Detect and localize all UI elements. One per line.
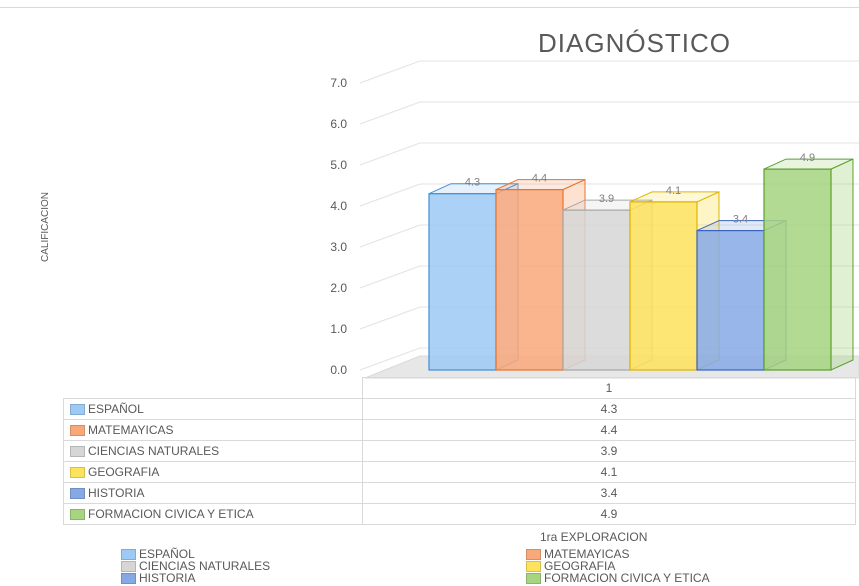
bar-ciencias-naturales bbox=[562, 209, 631, 371]
legend-label: CIENCIAS NATURALES bbox=[139, 559, 271, 573]
gridline-depth bbox=[359, 224, 421, 248]
gridline-depth bbox=[359, 347, 421, 371]
gridline-depth bbox=[359, 306, 421, 330]
y-tick-label: 0.0 bbox=[330, 363, 347, 377]
data-table-series-name: HISTORIA bbox=[63, 482, 363, 504]
data-table-category: 1 bbox=[362, 377, 856, 399]
legend-swatch bbox=[70, 509, 85, 521]
data-label: 4.4 bbox=[532, 173, 547, 185]
legend-swatch bbox=[70, 446, 85, 458]
legend-swatch bbox=[70, 404, 85, 416]
data-table-series-name: CIENCIAS NATURALES bbox=[63, 440, 363, 462]
data-label: 3.4 bbox=[733, 214, 748, 226]
data-table: 1 ESPAÑOL 4.3 MATEMAYICAS 4.4 CIENCIAS NATUR… bbox=[63, 377, 856, 525]
legend-swatch bbox=[526, 561, 541, 573]
legend-item: FORMACION CIVICA Y ETICA bbox=[526, 571, 710, 585]
data-label: 4.9 bbox=[800, 152, 815, 164]
data-table-value: 4.9 bbox=[362, 503, 856, 525]
legend-item: GEOGRAFIA bbox=[526, 559, 615, 573]
data-table-value: 3.4 bbox=[362, 482, 856, 504]
legend-swatch bbox=[526, 573, 541, 585]
legend-swatch bbox=[121, 549, 136, 561]
data-table-header-row: 1 bbox=[63, 377, 856, 399]
gridline-depth bbox=[359, 142, 421, 166]
legend-label: ESPAÑOL bbox=[139, 547, 195, 561]
data-table-row: MATEMAYICAS 4.4 bbox=[63, 419, 856, 441]
legend-label: HISTORIA bbox=[139, 571, 196, 585]
series-name: FORMACION CIVICA Y ETICA bbox=[88, 507, 254, 521]
data-table-corner bbox=[63, 377, 363, 399]
bar-matemayicas bbox=[495, 189, 564, 371]
legend-swatch bbox=[70, 425, 85, 437]
data-table-series-name: ESPAÑOL bbox=[63, 398, 363, 420]
data-table-row: HISTORIA 3.4 bbox=[63, 482, 856, 504]
top-gridline bbox=[0, 7, 859, 8]
data-table-row: CIENCIAS NATURALES 3.9 bbox=[63, 440, 856, 462]
data-table-series-name: FORMACION CIVICA Y ETICA bbox=[63, 503, 363, 525]
data-table-value: 4.3 bbox=[362, 398, 856, 420]
data-table-value: 3.9 bbox=[362, 440, 856, 462]
bar-formacion-civica-y-etica bbox=[763, 168, 832, 371]
y-tick-label: 1.0 bbox=[330, 322, 347, 336]
gridline-depth bbox=[359, 265, 421, 289]
chart-title: DIAGNÓSTICO bbox=[538, 28, 732, 58]
legend-item: CIENCIAS NATURALES bbox=[121, 559, 270, 573]
y-tick-label: 6.0 bbox=[330, 117, 347, 131]
y-tick-label: 3.0 bbox=[330, 240, 347, 254]
series-name: CIENCIAS NATURALES bbox=[88, 444, 220, 458]
y-tick-label: 5.0 bbox=[330, 158, 347, 172]
series-name: GEOGRAFIA bbox=[88, 465, 160, 479]
data-table-row: FORMACION CIVICA Y ETICA 4.9 bbox=[63, 503, 856, 525]
legend-swatch bbox=[121, 573, 136, 585]
y-tick-label: 4.0 bbox=[330, 199, 347, 213]
bar-side bbox=[830, 158, 854, 371]
legend-item: ESPAÑOL bbox=[121, 547, 195, 561]
data-table-row: GEOGRAFIA 4.1 bbox=[63, 461, 856, 483]
legend-label: GEOGRAFIA bbox=[544, 559, 616, 573]
data-table-row: ESPAÑOL 4.3 bbox=[63, 398, 856, 420]
legend-swatch bbox=[121, 561, 136, 573]
data-table-series-name: MATEMAYICAS bbox=[63, 419, 363, 441]
legend-label: FORMACION CIVICA Y ETICA bbox=[544, 571, 710, 585]
series-name: HISTORIA bbox=[88, 486, 145, 500]
y-tick-label: 2.0 bbox=[330, 281, 347, 295]
data-label: 3.9 bbox=[599, 193, 614, 205]
gridline-depth bbox=[359, 183, 421, 207]
legend-swatch bbox=[70, 488, 85, 500]
legend-swatch bbox=[526, 549, 541, 561]
bar-historia bbox=[696, 230, 765, 371]
data-table-value: 4.4 bbox=[362, 419, 856, 441]
gridline-depth bbox=[359, 60, 421, 84]
series-name: MATEMAYICAS bbox=[88, 423, 174, 437]
y-tick-label: 7.0 bbox=[330, 76, 347, 90]
series-name: ESPAÑOL bbox=[88, 402, 144, 416]
data-table-value: 4.1 bbox=[362, 461, 856, 483]
legend-item: MATEMAYICAS bbox=[526, 547, 630, 561]
bar-espa-ol bbox=[428, 193, 497, 371]
legend-label: MATEMAYICAS bbox=[544, 547, 630, 561]
data-label: 4.3 bbox=[465, 177, 480, 189]
data-label: 4.1 bbox=[666, 185, 681, 197]
legend-swatch bbox=[70, 467, 85, 479]
legend-item: HISTORIA bbox=[121, 571, 195, 585]
gridline-depth bbox=[359, 101, 421, 125]
x-axis-label: 1ra EXPLORACION bbox=[540, 530, 648, 544]
bar-geografia bbox=[629, 201, 698, 371]
data-table-series-name: GEOGRAFIA bbox=[63, 461, 363, 483]
